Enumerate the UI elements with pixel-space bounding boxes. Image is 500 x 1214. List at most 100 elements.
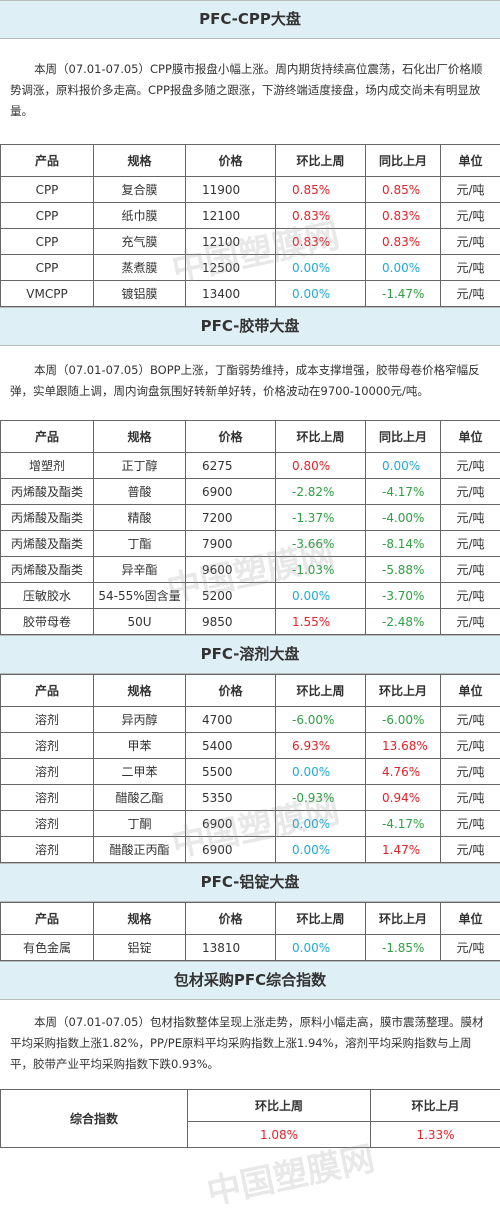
table-cell: -3.70% [366, 583, 441, 609]
section-title: PFC-CPP大盘 [0, 0, 500, 39]
table-cell: 醋酸乙酯 [94, 785, 186, 811]
table-cell: -4.17% [366, 811, 441, 837]
table-cell: 溶剂 [1, 707, 94, 733]
table-cell: 6900 [186, 811, 276, 837]
table-cell: 4.76% [366, 759, 441, 785]
table-cell: 6900 [186, 479, 276, 505]
table-cell: 12100 [186, 229, 276, 255]
table-cell: 5500 [186, 759, 276, 785]
table-cell: 精酸 [94, 505, 186, 531]
index-label: 综合指数 [1, 1090, 188, 1148]
table-cell: -1.37% [276, 505, 366, 531]
table-cell: CPP [1, 203, 94, 229]
column-header: 单位 [441, 675, 500, 707]
column-header: 单位 [441, 421, 500, 453]
table-cell: CPP [1, 177, 94, 203]
table-cell: 元/吨 [441, 281, 500, 307]
column-header: 规格 [94, 675, 186, 707]
table-cell: 6900 [186, 837, 276, 863]
table-cell: 元/吨 [441, 733, 500, 759]
table-cell: 13.68% [366, 733, 441, 759]
table-cell: -6.00% [276, 707, 366, 733]
table-cell: 元/吨 [441, 531, 500, 557]
table-cell: -1.47% [366, 281, 441, 307]
table-cell: 丙烯酸及酯类 [1, 479, 94, 505]
table-cell: 有色金属 [1, 935, 94, 961]
table-cell: 溶剂 [1, 837, 94, 863]
table-cell: -1.03% [276, 557, 366, 583]
table-cell: 0.00% [366, 255, 441, 281]
table-cell: 0.00% [276, 583, 366, 609]
table-cell: 醋酸正丙酯 [94, 837, 186, 863]
column-header: 环比上周 [276, 421, 366, 453]
section-title: PFC-溶剂大盘 [0, 635, 500, 674]
table-cell: -6.00% [366, 707, 441, 733]
table-cell: -5.88% [366, 557, 441, 583]
table-cell: -4.00% [366, 505, 441, 531]
table-cell: 0.85% [366, 177, 441, 203]
table-cell: 增塑剂 [1, 453, 94, 479]
table-cell: 铝锭 [94, 935, 186, 961]
table-cell: 元/吨 [441, 609, 500, 635]
column-header: 价格 [186, 675, 276, 707]
table-cell: 元/吨 [441, 935, 500, 961]
table-cell: 元/吨 [441, 837, 500, 863]
table-cell: 12500 [186, 255, 276, 281]
table-cell: 纸巾膜 [94, 203, 186, 229]
table-cell: 元/吨 [441, 557, 500, 583]
column-header: 环比上月 [366, 903, 441, 935]
table-cell: 0.83% [366, 229, 441, 255]
table-cell: 6275 [186, 453, 276, 479]
table-cell: 11900 [186, 177, 276, 203]
table-cell: 0.00% [276, 255, 366, 281]
header-row: 产品规格价格环比上周同比上月单位 [1, 145, 500, 177]
table-cell: 镀铝膜 [94, 281, 186, 307]
section-title: PFC-胶带大盘 [0, 307, 500, 346]
table-cell: 0.00% [276, 811, 366, 837]
table-cell: 0.83% [366, 203, 441, 229]
column-header: 价格 [186, 903, 276, 935]
table-cell: 7900 [186, 531, 276, 557]
table-cell: 丙烯酸及酯类 [1, 531, 94, 557]
header-row: 产品规格价格环比上周同比上月单位 [1, 421, 500, 453]
table-cell: 9600 [186, 557, 276, 583]
table-cell: 0.00% [276, 759, 366, 785]
table-cell: -0.93% [276, 785, 366, 811]
section-title: PFC-铝锭大盘 [0, 863, 500, 902]
table-cell: 溶剂 [1, 811, 94, 837]
table-cell: 6.93% [276, 733, 366, 759]
document: PFC-CPP大盘本周（07.01-07.05）CPP膜市报盘小幅上涨。周内期货… [0, 0, 500, 1148]
table-cell: 丁酯 [94, 531, 186, 557]
table-cell: 蒸煮膜 [94, 255, 186, 281]
header-row: 产品规格价格环比上周环比上月单位 [1, 903, 500, 935]
table-cell: 元/吨 [441, 505, 500, 531]
table-cell: 0.85% [276, 177, 366, 203]
table-cell: 1.55% [276, 609, 366, 635]
column-header: 环比上周 [188, 1090, 371, 1122]
table-cell: 50U [94, 609, 186, 635]
table-cell: 4700 [186, 707, 276, 733]
column-header: 价格 [186, 421, 276, 453]
table-cell: 正丁醇 [94, 453, 186, 479]
table-cell: 0.00% [276, 281, 366, 307]
column-header: 产品 [1, 675, 94, 707]
column-header: 规格 [94, 903, 186, 935]
page: PFC-CPP大盘本周（07.01-07.05）CPP膜市报盘小幅上涨。周内期货… [0, 0, 500, 1188]
table-cell: -4.17% [366, 479, 441, 505]
table-cell: 充气膜 [94, 229, 186, 255]
table-cell: 胶带母卷 [1, 609, 94, 635]
index-value: 1.08% [188, 1122, 371, 1148]
table-cell: 0.94% [366, 785, 441, 811]
table-cell: 复合膜 [94, 177, 186, 203]
table-cell: -1.85% [366, 935, 441, 961]
